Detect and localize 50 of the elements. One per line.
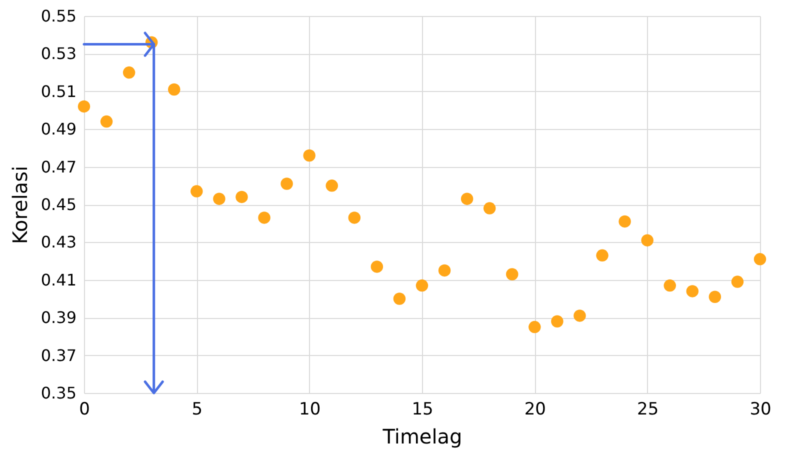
point: [213, 192, 226, 205]
point: [664, 279, 676, 292]
y-tick-label: 0.35: [40, 384, 76, 402]
y-tick-label: 0.39: [40, 308, 76, 328]
point: [618, 215, 631, 228]
y-tick-label: 0.45: [40, 195, 76, 214]
point: [326, 180, 338, 192]
point: [236, 190, 248, 204]
x-tick-label: 10: [299, 400, 321, 420]
x-tick-label: 25: [637, 400, 659, 420]
y-tick-label: 0.51: [40, 82, 76, 101]
point: [708, 290, 722, 303]
x-tick-label: 15: [412, 400, 434, 420]
point: [483, 202, 496, 214]
point: [506, 268, 518, 280]
y-tick-label: 0.47: [40, 157, 76, 176]
point: [754, 253, 766, 266]
point: [551, 315, 564, 328]
y-tick-label: 0.55: [40, 6, 76, 26]
point: [370, 260, 384, 273]
point: [258, 212, 270, 224]
point: [190, 185, 203, 198]
point: [416, 279, 428, 292]
point: [686, 285, 699, 298]
x-axis-title: Timelag: [382, 424, 462, 448]
point: [460, 192, 474, 205]
point: [348, 212, 361, 224]
y-tick-label: 0.37: [40, 346, 76, 365]
y-axis-title: Korelasi: [8, 166, 32, 244]
x-tick-label: 20: [524, 400, 546, 420]
point: [122, 66, 136, 79]
x-tick-label: 5: [192, 400, 203, 420]
point: [574, 310, 586, 322]
point: [393, 292, 406, 305]
y-tick-label: 0.49: [40, 120, 76, 139]
y-tick-label: 0.53: [40, 44, 76, 64]
x-tick-label: 30: [750, 400, 772, 420]
point: [280, 178, 293, 190]
point: [303, 149, 316, 162]
point: [731, 276, 744, 288]
point: [78, 100, 90, 113]
point: [641, 234, 654, 246]
point: [168, 83, 180, 96]
point: [528, 320, 541, 334]
point: [596, 249, 608, 262]
y-tick-label: 0.41: [40, 270, 76, 290]
y-tick-label: 0.43: [40, 232, 76, 252]
point: [100, 115, 113, 128]
point: [438, 264, 451, 277]
x-tick-label: 0: [79, 400, 90, 420]
